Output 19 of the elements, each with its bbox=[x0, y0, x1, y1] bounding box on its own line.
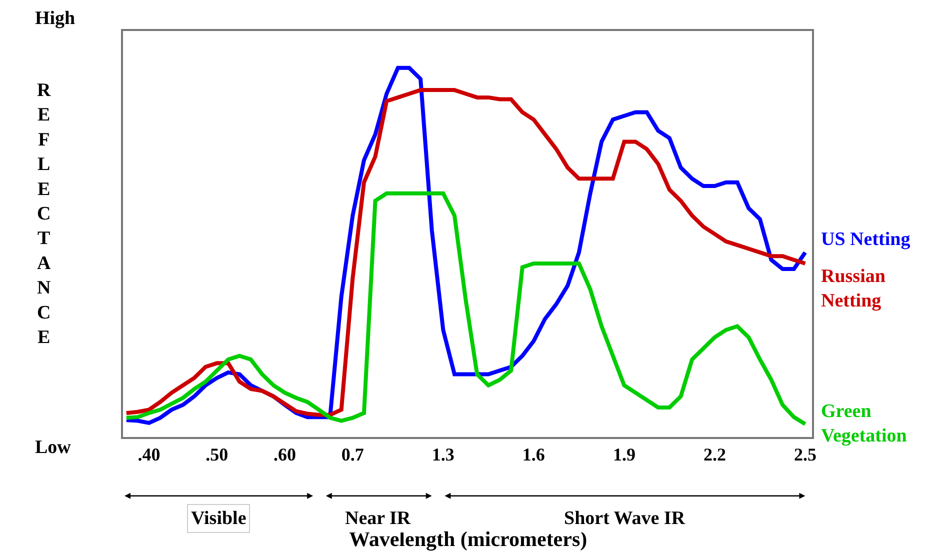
text: Near IR bbox=[345, 508, 411, 529]
text: Short Wave IR bbox=[564, 508, 686, 529]
x-tick-label: .60 bbox=[274, 444, 296, 465]
series-label: Green Vegetation bbox=[821, 401, 908, 447]
text: Visible bbox=[191, 508, 246, 529]
x-tick-label: 1.3 bbox=[432, 444, 454, 465]
x-tick-label: .50 bbox=[206, 444, 228, 465]
x-tick-label: 2.2 bbox=[703, 444, 726, 465]
text: REFLECTANCE bbox=[37, 80, 51, 348]
series-label: US Netting bbox=[821, 229, 911, 250]
x-tick-label: 1.9 bbox=[612, 444, 636, 465]
x-axis-title: Wavelength (micrometers) bbox=[349, 527, 588, 551]
text: High bbox=[35, 8, 76, 29]
x-tick-label: 2.5 bbox=[794, 444, 816, 465]
x-tick-label: .40 bbox=[138, 444, 160, 465]
x-tick-label: 1.6 bbox=[522, 444, 545, 465]
series-label: Russian Netting bbox=[821, 266, 886, 312]
x-tick-label: 0.7 bbox=[341, 444, 364, 465]
text: Low bbox=[35, 437, 72, 458]
